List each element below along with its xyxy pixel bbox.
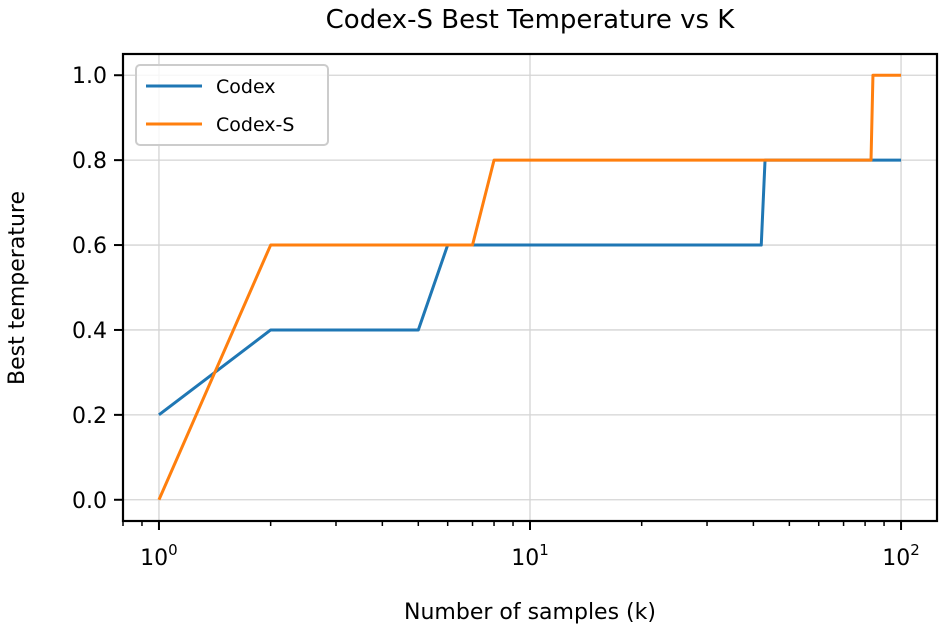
x-tick-label-exponent: 1 xyxy=(539,541,549,559)
legend-label-codex-s: Codex-S xyxy=(216,114,294,136)
y-tick-label: 1.0 xyxy=(72,64,107,89)
x-axis-label: Number of samples (k) xyxy=(404,600,656,625)
y-tick-label: 0.8 xyxy=(72,149,107,174)
x-tick-label: 100 xyxy=(140,541,178,571)
x-tick-label-exponent: 0 xyxy=(168,541,178,559)
y-axis-label: Best temperature xyxy=(5,191,30,385)
x-tick-label-base: 10 xyxy=(511,546,539,571)
y-tick-label: 0.6 xyxy=(72,234,107,259)
legend: Codex Codex-S xyxy=(135,64,329,146)
x-tick-label-exponent: 2 xyxy=(910,541,920,559)
legend-label-codex: Codex xyxy=(216,76,276,98)
chart-title: Codex-S Best Temperature vs K xyxy=(326,5,736,35)
y-tick-label: 0.4 xyxy=(72,319,107,344)
series-line-codex-s xyxy=(157,73,902,501)
y-tick-label: 0.0 xyxy=(72,489,107,514)
series-layer xyxy=(157,73,902,501)
y-tick-label: 0.2 xyxy=(72,404,107,429)
x-tick-label-base: 10 xyxy=(882,546,910,571)
x-tick-label: 102 xyxy=(882,541,920,571)
x-tick-label: 101 xyxy=(511,541,549,571)
x-tick-label-base: 10 xyxy=(140,546,168,571)
